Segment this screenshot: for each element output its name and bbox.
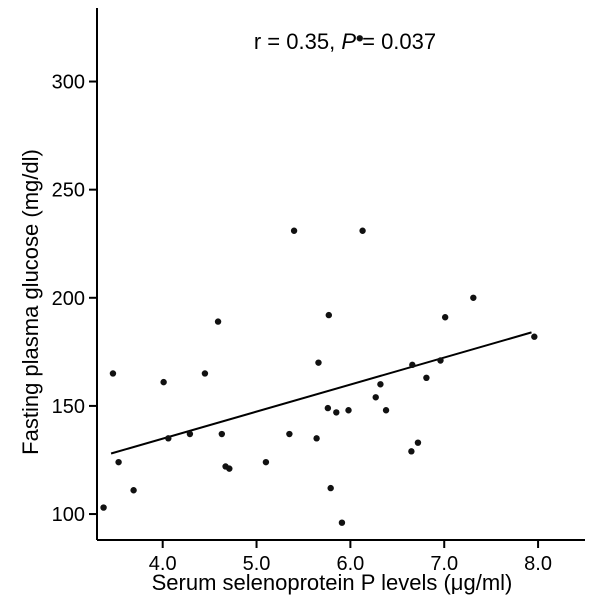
y-tick-label: 200 (52, 288, 85, 310)
data-point (382, 407, 390, 414)
p-symbol: P (341, 29, 356, 54)
data-point (345, 407, 352, 414)
data-point (470, 294, 477, 301)
y-axis-title: Fasting plasma glucose (mg/dl) (18, 149, 43, 455)
data-point (286, 430, 293, 438)
y-tick-label: 100 (52, 504, 85, 526)
data-point (186, 430, 194, 438)
x-ticks: 4.0 5.0 6.0 7.0 8.0 (149, 540, 552, 575)
data-point (315, 359, 322, 366)
y-tick-label: 250 (52, 180, 85, 202)
p-value-text: = 0.037 (356, 29, 436, 54)
correlation-annotation: r = 0.35, P = 0.037 (254, 29, 436, 54)
data-point (100, 504, 107, 511)
data-point (262, 458, 270, 466)
data-point (414, 439, 422, 446)
data-point (377, 381, 384, 388)
data-point (165, 435, 172, 442)
data-point (408, 448, 415, 455)
data-point (109, 370, 117, 377)
data-point (324, 404, 332, 412)
y-ticks: 100 150 200 250 300 (52, 72, 97, 526)
data-point (338, 519, 346, 526)
data-point (333, 409, 340, 416)
x-tick-label: 6.0 (336, 553, 364, 575)
data-point (372, 394, 379, 401)
y-tick-label: 300 (52, 72, 85, 94)
x-tick-label: 4.0 (149, 553, 177, 575)
data-point (327, 484, 334, 492)
data-point (423, 374, 430, 382)
data-point (437, 357, 444, 364)
data-points (100, 35, 538, 526)
data-point (313, 435, 320, 442)
data-point (409, 361, 416, 369)
x-tick-label: 7.0 (430, 553, 458, 575)
data-point (441, 314, 449, 321)
y-tick-label: 150 (52, 396, 85, 418)
data-point (325, 311, 332, 319)
x-tick-label: 5.0 (243, 553, 271, 575)
data-point (214, 318, 222, 325)
data-point (218, 430, 226, 438)
x-tick-label: 8.0 (524, 553, 552, 575)
data-point (115, 458, 122, 466)
x-axis-title: Serum selenoprotein P levels (μg/ml) (152, 570, 513, 595)
correlation-r-text: r = 0.35, (254, 29, 341, 54)
data-point (356, 35, 363, 42)
data-point (160, 378, 167, 386)
data-point (226, 465, 233, 472)
regression-line (110, 331, 532, 455)
data-point (531, 333, 538, 340)
data-point (359, 227, 366, 234)
axes (96, 8, 585, 541)
data-point (290, 227, 298, 234)
data-point (201, 370, 209, 377)
data-point (130, 487, 137, 494)
